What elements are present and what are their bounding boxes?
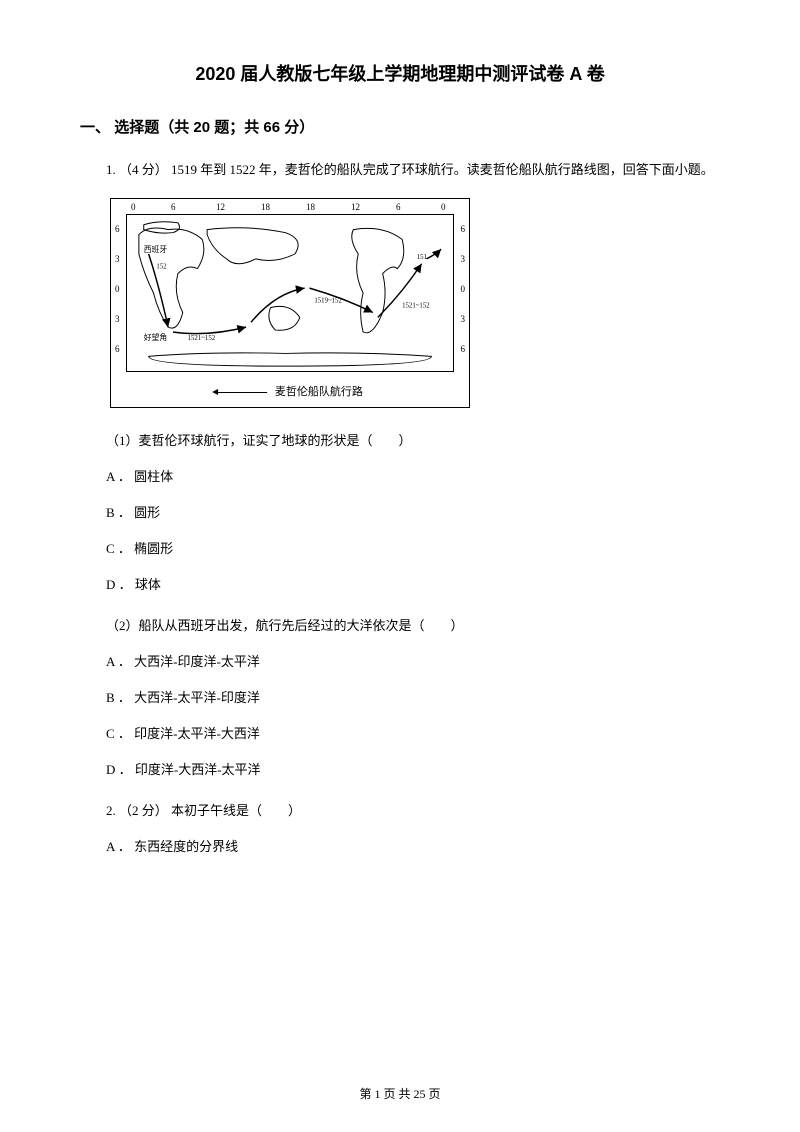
q1-number: 1.: [106, 162, 116, 177]
q2-number: 2.: [106, 803, 116, 818]
lon-label: 12: [216, 202, 225, 212]
lat-label: 6: [115, 224, 120, 234]
q1-sub2-option-b: B ． 大西洋-太平洋-印度洋: [80, 685, 720, 711]
q1-sub2: （2）船队从西班牙出发，航行先后经过的大洋依次是（ ）: [80, 613, 720, 639]
q1-sub1-option-a: A ． 圆柱体: [80, 464, 720, 490]
lat-label: 6: [461, 344, 466, 354]
lat-label: 0: [461, 284, 466, 294]
lon-label: 18: [261, 202, 270, 212]
lat-label: 0: [115, 284, 120, 294]
lon-label: 6: [396, 202, 401, 212]
world-map-svg: 西班牙 152 好望角 1521~152 1519~152 1521~152 1…: [127, 215, 453, 371]
q2-points: （2 分）: [119, 803, 168, 818]
map-label-year: 152: [156, 264, 167, 271]
exam-title: 2020 届人教版七年级上学期地理期中测评试卷 A 卷: [80, 60, 720, 86]
lat-label: 3: [461, 254, 466, 264]
lat-label: 3: [115, 314, 120, 324]
q1-sub1-option-b: B ． 圆形: [80, 500, 720, 526]
section-title: 选择题（共 20 题；共 66 分）: [114, 119, 314, 136]
arrow-icon: [217, 392, 267, 393]
q1-sub2-option-d: D ． 印度洋-大西洋-太平洋: [80, 757, 720, 783]
section-header: 一、 选择题（共 20 题；共 66 分）: [80, 116, 720, 137]
lon-label: 0: [131, 202, 136, 212]
q2-option-a: A ． 东西经度的分界线: [80, 834, 720, 860]
lon-label: 0: [441, 202, 446, 212]
q1-sub2-option-c: C ． 印度洋-太平洋-大西洋: [80, 721, 720, 747]
question-2: 2. （2 分） 本初子午线是（ ）: [80, 798, 720, 824]
map-label-year: 151: [417, 254, 427, 261]
map-caption-text: 麦哲伦船队航行路: [275, 386, 363, 398]
lat-label: 6: [115, 344, 120, 354]
map-label-year: 1521~152: [188, 335, 216, 342]
map-label-year: 1519~152: [314, 298, 342, 305]
lat-label: 3: [115, 254, 120, 264]
q1-sub1-option-d: D ． 球体: [80, 572, 720, 598]
lon-label: 6: [171, 202, 176, 212]
q1-sub1-option-c: C ． 椭圆形: [80, 536, 720, 562]
lat-label: 3: [461, 314, 466, 324]
map-label-year: 1521~152: [402, 303, 430, 310]
q1-intro-text: 1519 年到 1522 年，麦哲伦的船队完成了环球航行。读麦哲伦船队航行路线图…: [171, 162, 714, 177]
map-figure: 0 6 12 18 18 12 6 0 6 3 0 3 6 6 3 0 3 6: [110, 198, 470, 408]
q1-sub1: （1）麦哲伦环球航行，证实了地球的形状是（ ）: [80, 428, 720, 454]
map-label-spain: 西班牙: [144, 244, 168, 254]
map-inner: 西班牙 152 好望角 1521~152 1519~152 1521~152 1…: [126, 214, 454, 372]
section-number: 一、: [80, 119, 110, 136]
q1-sub2-option-a: A ． 大西洋-印度洋-太平洋: [80, 649, 720, 675]
q2-text: 本初子午线是（ ）: [171, 803, 301, 818]
page-footer: 第 1 页 共 25 页: [0, 1085, 800, 1102]
lon-label: 18: [306, 202, 315, 212]
lat-label: 6: [461, 224, 466, 234]
q1-points: （4 分）: [119, 162, 168, 177]
question-1-intro: 1. （4 分） 1519 年到 1522 年，麦哲伦的船队完成了环球航行。读麦…: [80, 157, 720, 183]
lon-label: 12: [351, 202, 360, 212]
map-label-cape: 好望角: [144, 332, 167, 342]
map-caption: 麦哲伦船队航行路: [217, 383, 363, 399]
